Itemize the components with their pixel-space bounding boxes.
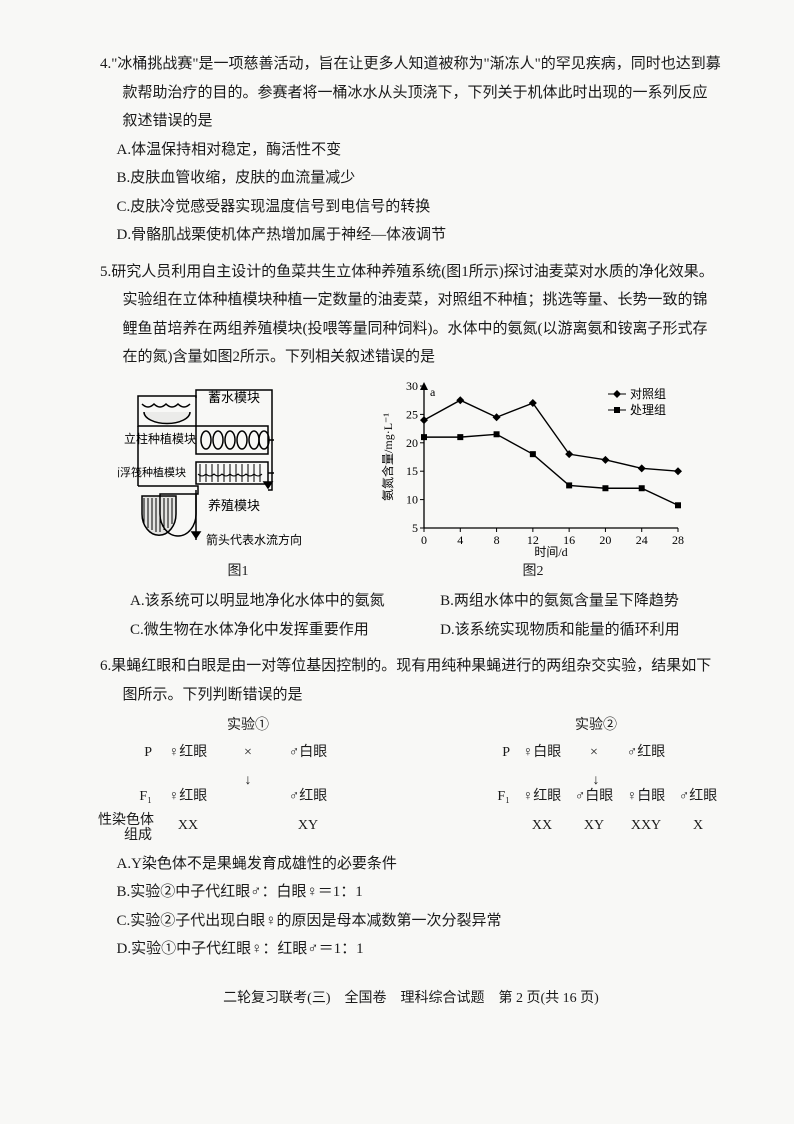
cross2-title: 实验②	[468, 713, 724, 740]
q6-stem-text: 果蝇红眼和白眼是由一对等位基因控制的。现有用纯种果蝇进行的两组杂交实验，结果如下…	[111, 658, 711, 703]
c1-p-left: ♀红眼	[158, 740, 218, 767]
c2-sex-a: XX	[516, 813, 568, 840]
arrow-down-icon: ↓	[98, 768, 398, 782]
c1-f1-left: ♀红眼	[158, 784, 218, 811]
q4-option-d: D.骨骼肌战栗使机体产热增加属于神经—体液调节	[100, 221, 722, 250]
svg-text:15: 15	[406, 464, 418, 478]
svg-text:24: 24	[636, 533, 648, 547]
q5-figures: 蓄水模块 立柱种植模块 平面浮筏种植模块 养殖模块 箭头代表水流方向 图1 5 1…	[118, 378, 722, 586]
c2-f1-c: ♀白眼	[620, 784, 672, 811]
q4-stem-text: "冰桶挑战赛"是一项慈善活动，旨在让更多人知道被称为"渐冻人"的罕见疾病，同时也…	[111, 56, 721, 129]
figure-1: 蓄水模块 立柱种植模块 平面浮筏种植模块 养殖模块 箭头代表水流方向 图1	[118, 378, 358, 586]
q4-option-b: B.皮肤血管收缩，皮肤的血流量减少	[100, 164, 722, 193]
arrow-down-icon: ↓	[468, 768, 724, 782]
fig1-label-tank: 养殖模块	[208, 498, 260, 513]
svg-text:10: 10	[406, 492, 418, 506]
cross1-title: 实验①	[98, 713, 398, 740]
q6-option-a: A.Y染色体不是果蝇发育成雄性的必要条件	[100, 850, 722, 879]
question-5: 5.研究人员利用自主设计的鱼菜共生立体种养殖系统(图1所示)探讨油麦菜对水质的净…	[100, 258, 722, 645]
svg-text:5: 5	[412, 521, 418, 535]
row-sex-label-2	[468, 813, 516, 840]
q4-number: 4.	[100, 56, 111, 72]
svg-text:4: 4	[457, 533, 463, 547]
svg-text:时间/d: 时间/d	[534, 545, 567, 558]
q4-stem: 4."冰桶挑战赛"是一项慈善活动，旨在让更多人知道被称为"渐冻人"的罕见疾病，同…	[100, 50, 722, 136]
exam-page: 4."冰桶挑战赛"是一项慈善活动，旨在让更多人知道被称为"渐冻人"的罕见疾病，同…	[0, 0, 794, 1032]
q5-stem: 5.研究人员利用自主设计的鱼菜共生立体种养殖系统(图1所示)探讨油麦菜对水质的净…	[100, 258, 722, 372]
c2-f1-b: ♂白眼	[568, 784, 620, 811]
q6-crosses: 实验① P ♀红眼 × ♂白眼 ↓ F₁ ♀红眼 ♂红眼 性染色体 组成 XX	[100, 713, 722, 844]
c1-f1-right: ♂红眼	[278, 784, 338, 811]
q5-options-row-2: C.微生物在水体净化中发挥重要作用 D.该系统实现物质和能量的循环利用	[100, 616, 722, 645]
c2-op: ×	[568, 740, 620, 767]
svg-text:8: 8	[494, 533, 500, 547]
c2-p-left: ♀白眼	[516, 740, 568, 767]
fig1-caption: 图1	[228, 559, 249, 586]
svg-text:对照组: 对照组	[630, 387, 666, 401]
q5-option-b: B.两组水体中的氨氮含量呈下降趋势	[440, 587, 722, 616]
q6-option-b: B.实验②中子代红眼♂：白眼♀＝1：1	[100, 878, 722, 907]
figure-1-svg: 蓄水模块 立柱种植模块 平面浮筏种植模块 养殖模块 箭头代表水流方向	[118, 378, 358, 558]
figure-2-svg: 510152025300481216202428时间/d氨氮含量/mg·L⁻¹a…	[378, 378, 688, 558]
q6-number: 6.	[100, 658, 111, 674]
q5-number: 5.	[100, 264, 111, 280]
c2-sex-c: XXY	[620, 813, 672, 840]
svg-text:25: 25	[406, 407, 418, 421]
svg-text:氨氮含量/mg·L⁻¹: 氨氮含量/mg·L⁻¹	[380, 412, 395, 500]
page-footer: 二轮复习联考(三) 全国卷 理科综合试题 第 2 页(共 16 页)	[100, 986, 722, 1013]
question-4: 4."冰桶挑战赛"是一项慈善活动，旨在让更多人知道被称为"渐冻人"的罕见疾病，同…	[100, 50, 722, 250]
fig1-label-raft: 平面浮筏种植模块	[118, 465, 186, 479]
figure-2: 510152025300481216202428时间/d氨氮含量/mg·L⁻¹a…	[378, 378, 688, 586]
fig1-label-reservoir: 蓄水模块	[208, 390, 260, 405]
fig1-label-arrow: 箭头代表水流方向	[206, 532, 302, 547]
svg-text:a: a	[430, 385, 436, 399]
c1-op: ×	[218, 740, 278, 767]
fig2-caption: 图2	[523, 559, 544, 586]
cross-2: 实验② P ♀白眼 × ♂红眼 ↓ F₁ ♀红眼 ♂白眼 ♀白眼 ♂红眼 XX …	[468, 713, 724, 844]
svg-text:28: 28	[672, 533, 684, 547]
c1-p-right: ♂白眼	[278, 740, 338, 767]
row-p-label-2: P	[468, 740, 516, 767]
row-p-label: P	[98, 740, 158, 767]
svg-text:30: 30	[406, 379, 418, 393]
svg-text:20: 20	[599, 533, 611, 547]
c2-sex-d: X	[672, 813, 724, 840]
q6-option-d: D.实验①中子代红眼♀：红眼♂＝1：1	[100, 935, 722, 964]
c2-sex-b: XY	[568, 813, 620, 840]
c2-p-right: ♂红眼	[620, 740, 672, 767]
c1-sex-right: XY	[278, 813, 338, 844]
cross-1: 实验① P ♀红眼 × ♂白眼 ↓ F₁ ♀红眼 ♂红眼 性染色体 组成 XX	[98, 713, 398, 844]
svg-text:0: 0	[421, 533, 427, 547]
q5-options-row-1: A.该系统可以明显地净化水体中的氨氮 B.两组水体中的氨氮含量呈下降趋势	[100, 587, 722, 616]
svg-text:处理组: 处理组	[630, 403, 666, 417]
q4-option-a: A.体温保持相对稳定，酶活性不变	[100, 136, 722, 165]
c1-sex-left: XX	[158, 813, 218, 844]
c2-f1-d: ♂红眼	[672, 784, 724, 811]
q5-option-a: A.该系统可以明显地净化水体中的氨氮	[130, 587, 440, 616]
fig1-label-column: 立柱种植模块	[124, 431, 196, 446]
q6-option-c: C.实验②子代出现白眼♀的原因是母本减数第一次分裂异常	[100, 907, 722, 936]
question-6: 6.果蝇红眼和白眼是由一对等位基因控制的。现有用纯种果蝇进行的两组杂交实验，结果…	[100, 652, 722, 964]
row-f1-label-2: F₁	[468, 784, 516, 811]
svg-text:20: 20	[406, 435, 418, 449]
q6-stem: 6.果蝇红眼和白眼是由一对等位基因控制的。现有用纯种果蝇进行的两组杂交实验，结果…	[100, 652, 722, 709]
c2-f1-a: ♀红眼	[516, 784, 568, 811]
q5-stem-text: 研究人员利用自主设计的鱼菜共生立体种养殖系统(图1所示)探讨油麦菜对水质的净化效…	[111, 264, 714, 366]
row-f1-label: F₁	[98, 784, 158, 811]
q5-option-d: D.该系统实现物质和能量的循环利用	[440, 616, 722, 645]
row-sex-label: 性染色体 组成	[98, 813, 158, 844]
q5-option-c: C.微生物在水体净化中发挥重要作用	[130, 616, 440, 645]
q4-option-c: C.皮肤冷觉感受器实现温度信号到电信号的转换	[100, 193, 722, 222]
